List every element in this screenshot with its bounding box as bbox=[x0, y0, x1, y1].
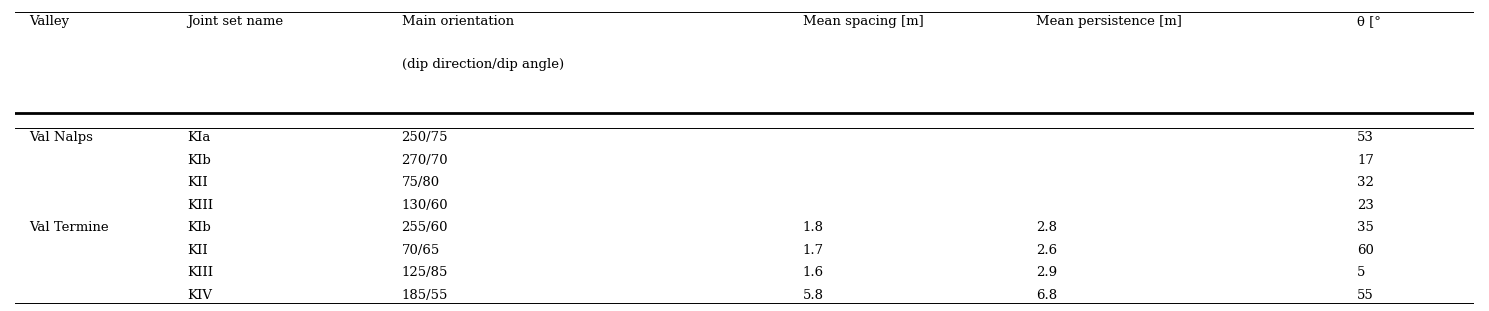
Text: 125/85: 125/85 bbox=[402, 267, 448, 280]
Text: 70/65: 70/65 bbox=[402, 244, 439, 257]
Text: 1.6: 1.6 bbox=[803, 267, 823, 280]
Text: 255/60: 255/60 bbox=[402, 221, 448, 234]
Text: KII: KII bbox=[188, 244, 208, 257]
Text: 130/60: 130/60 bbox=[402, 199, 448, 212]
Text: Mean spacing [m]: Mean spacing [m] bbox=[803, 15, 923, 28]
Text: 32: 32 bbox=[1358, 176, 1374, 189]
Text: 55: 55 bbox=[1358, 289, 1374, 302]
Text: 1.8: 1.8 bbox=[803, 221, 823, 234]
Text: KIa: KIa bbox=[188, 131, 210, 144]
Text: KIV: KIV bbox=[188, 289, 211, 302]
Text: 270/70: 270/70 bbox=[402, 154, 448, 167]
Text: 75/80: 75/80 bbox=[402, 176, 439, 189]
Text: KIII: KIII bbox=[188, 199, 213, 212]
Text: Main orientation: Main orientation bbox=[402, 15, 514, 28]
Text: 53: 53 bbox=[1358, 131, 1374, 144]
Text: 1.7: 1.7 bbox=[803, 244, 823, 257]
Text: KIb: KIb bbox=[188, 221, 211, 234]
Text: 185/55: 185/55 bbox=[402, 289, 448, 302]
Text: Val Nalps: Val Nalps bbox=[30, 131, 94, 144]
Text: 5.8: 5.8 bbox=[803, 289, 823, 302]
Text: KIb: KIb bbox=[188, 154, 211, 167]
Text: KII: KII bbox=[188, 176, 208, 189]
Text: Val Termine: Val Termine bbox=[30, 221, 109, 234]
Text: 17: 17 bbox=[1358, 154, 1374, 167]
Text: (dip direction/dip angle): (dip direction/dip angle) bbox=[402, 58, 564, 71]
Text: Joint set name: Joint set name bbox=[188, 15, 283, 28]
Text: KIII: KIII bbox=[188, 267, 213, 280]
Text: 5: 5 bbox=[1358, 267, 1365, 280]
Text: 23: 23 bbox=[1358, 199, 1374, 212]
Text: 6.8: 6.8 bbox=[1036, 289, 1057, 302]
Text: 250/75: 250/75 bbox=[402, 131, 448, 144]
Text: θ [°: θ [° bbox=[1358, 15, 1382, 28]
Text: Mean persistence [m]: Mean persistence [m] bbox=[1036, 15, 1182, 28]
Text: 35: 35 bbox=[1358, 221, 1374, 234]
Text: 2.6: 2.6 bbox=[1036, 244, 1057, 257]
Text: Valley: Valley bbox=[30, 15, 70, 28]
Text: 2.8: 2.8 bbox=[1036, 221, 1057, 234]
Text: 2.9: 2.9 bbox=[1036, 267, 1057, 280]
Text: 60: 60 bbox=[1358, 244, 1374, 257]
